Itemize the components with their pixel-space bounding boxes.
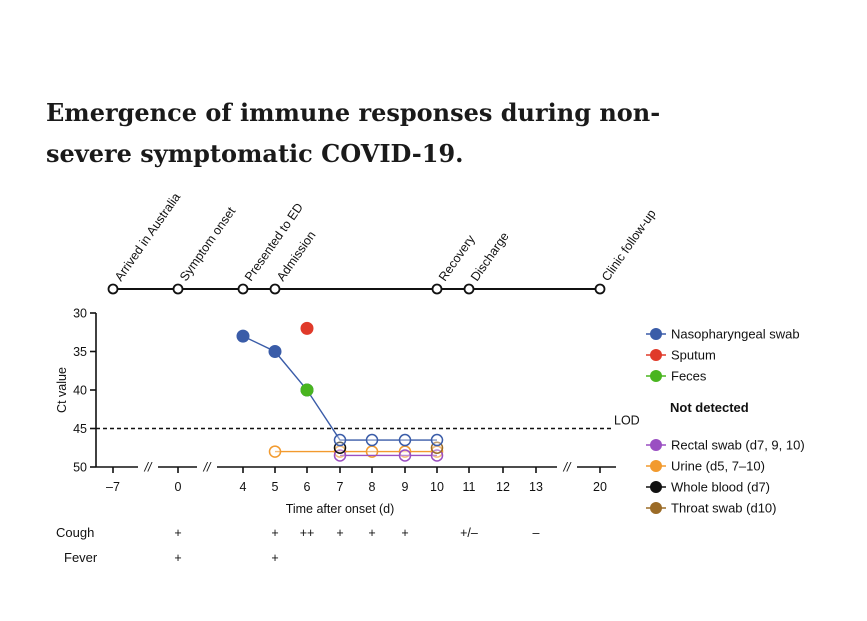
- timeline-event-marker: [594, 283, 606, 295]
- page-title: Emergence of immune responses during non…: [46, 98, 661, 168]
- data-point-nasopharyngeal-swab: [430, 433, 444, 447]
- symptom-mark: +: [368, 526, 375, 540]
- x-axis: // // // –7 0 4 5 6 7 8 9 10 11 12 13 20 Time after onse…: [96, 461, 616, 516]
- legend-label: Nasopharyngeal swab: [671, 327, 800, 342]
- x-tick-label: 9: [402, 480, 409, 494]
- data-point-nasopharyngeal-swab: [236, 329, 250, 343]
- timeline-event-label: Clinic follow-up: [599, 207, 659, 284]
- timeline-event-marker: [463, 283, 475, 295]
- symptom-mark: +/–: [460, 526, 478, 540]
- data-point-nasopharyngeal-swab: [398, 433, 412, 447]
- legend-heading-not-detected: Not detected: [670, 400, 749, 415]
- x-tick-label: 7: [337, 480, 344, 494]
- timeline-event-label: Discharge: [468, 230, 512, 284]
- symptom-mark: ++: [300, 526, 315, 540]
- symptom-mark: +: [174, 526, 181, 540]
- symptom-mark: +: [401, 526, 408, 540]
- legend-marker: [650, 328, 662, 340]
- x-tick-label: 11: [463, 480, 476, 494]
- legend-marker: [650, 370, 662, 382]
- x-axis-break: //: [203, 461, 212, 475]
- y-axis: 30 35 40 45 50 Ct value: [55, 307, 97, 475]
- x-tick-label: 20: [593, 480, 607, 494]
- timeline-event-marker: [431, 283, 443, 295]
- symptom-mark: +: [271, 551, 278, 565]
- legend-marker: [650, 349, 662, 361]
- x-tick-label: 8: [369, 480, 376, 494]
- timeline-event-marker: [172, 283, 184, 295]
- data-point-urine-d5-7-10: [268, 445, 282, 458]
- legend-marker: [650, 460, 662, 472]
- legend-label: Sputum: [671, 348, 716, 363]
- data-point-nasopharyngeal-swab: [268, 345, 282, 358]
- x-tick-label: 13: [529, 480, 543, 494]
- y-tick-label: 50: [73, 461, 87, 475]
- data-point-feces: [300, 383, 314, 397]
- symptom-mark: –: [533, 526, 540, 540]
- x-axis-break: //: [563, 461, 572, 475]
- x-tick-label: –7: [106, 480, 120, 494]
- timeline-event-label: Symptom onset: [177, 204, 239, 284]
- x-tick-label: 12: [496, 480, 510, 494]
- legend-label: Rectal swab (d7, 9, 10): [671, 438, 805, 453]
- x-tick-label: 10: [430, 480, 444, 494]
- y-tick-label: 30: [73, 307, 87, 321]
- x-tick-label: 5: [272, 480, 279, 494]
- symptom-mark: +: [271, 526, 278, 540]
- legend-marker: [650, 439, 662, 451]
- x-tick-label: 0: [175, 480, 182, 494]
- data-point-rectal-swab-d7-9-10: [398, 449, 412, 462]
- legend-label: Throat swab (d10): [671, 501, 777, 516]
- x-axis-break: //: [144, 461, 153, 475]
- timeline-event-label: Arrived in Australia: [112, 190, 183, 283]
- symptom-table: Cough + + ++ + + + +/– –Fever + +: [56, 525, 540, 565]
- legend-label: Whole blood (d7): [671, 480, 770, 495]
- data-point-sputum: [300, 321, 314, 335]
- symptom-row-label: Fever: [64, 550, 98, 565]
- timeline-event-marker: [237, 283, 249, 295]
- symptom-mark: +: [336, 526, 343, 540]
- y-tick-label: 40: [73, 384, 87, 398]
- data-point-nasopharyngeal-swab: [365, 433, 379, 447]
- legend: Nasopharyngeal swab Sputum Feces Not detect…: [646, 327, 805, 516]
- lod-label: LOD: [614, 414, 640, 428]
- legend-marker: [650, 502, 662, 514]
- symptom-row-label: Cough: [56, 525, 94, 540]
- timeline-event-marker: [269, 283, 281, 295]
- y-axis-title: Ct value: [55, 367, 69, 413]
- legend-label: Feces: [671, 369, 707, 384]
- legend-label: Urine (d5, 7–10): [671, 459, 765, 474]
- y-tick-label: 45: [73, 422, 87, 436]
- x-axis-title: Time after onset (d): [286, 502, 395, 516]
- timeline-event-marker: [107, 283, 119, 295]
- x-tick-label: 6: [304, 480, 311, 494]
- symptom-mark: +: [174, 551, 181, 565]
- data-point-nasopharyngeal-swab: [333, 433, 347, 447]
- series-layer: [236, 321, 444, 462]
- y-tick-label: 35: [73, 345, 87, 359]
- legend-marker: [650, 481, 662, 493]
- x-tick-label: 4: [240, 480, 247, 494]
